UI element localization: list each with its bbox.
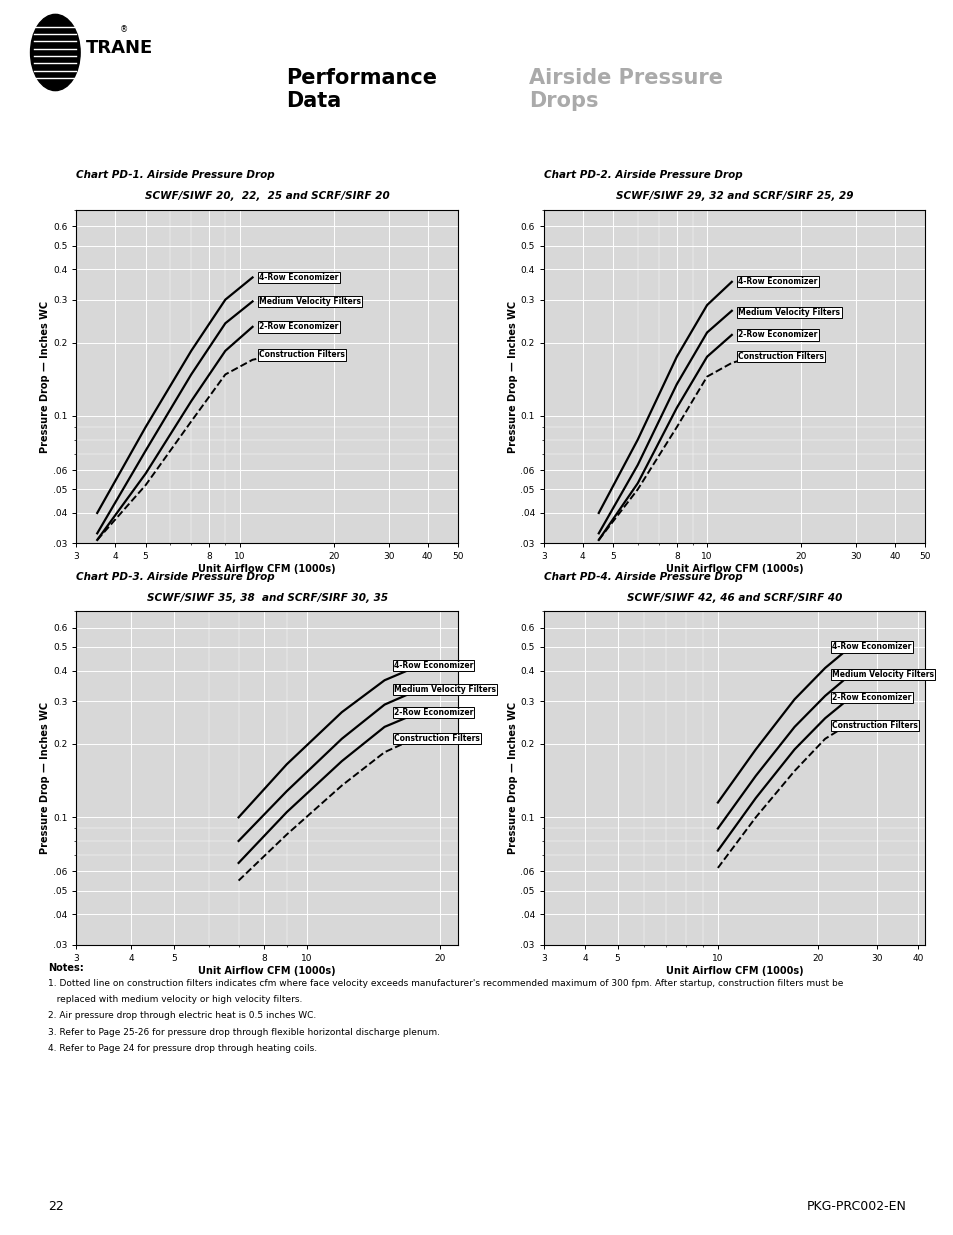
Text: SCWF/SIWF 20,  22,  25 and SCRF/SIRF 20: SCWF/SIWF 20, 22, 25 and SCRF/SIRF 20 xyxy=(145,191,389,201)
Text: SCWF/SIWF 35, 38  and SCRF/SIRF 30, 35: SCWF/SIWF 35, 38 and SCRF/SIRF 30, 35 xyxy=(147,593,387,603)
Text: 4-Row Economizer: 4-Row Economizer xyxy=(738,278,817,287)
X-axis label: Unit Airflow CFM (1000s): Unit Airflow CFM (1000s) xyxy=(198,966,335,976)
Text: TRANE: TRANE xyxy=(86,40,152,58)
X-axis label: Unit Airflow CFM (1000s): Unit Airflow CFM (1000s) xyxy=(665,966,802,976)
Y-axis label: Pressure Drop — Inches WC: Pressure Drop — Inches WC xyxy=(40,300,51,453)
Text: 2-Row Economizer: 2-Row Economizer xyxy=(259,322,338,331)
Text: Notes:: Notes: xyxy=(48,963,83,973)
Text: 2. Air pressure drop through electric heat is 0.5 inches WC.: 2. Air pressure drop through electric he… xyxy=(48,1011,315,1020)
Y-axis label: Pressure Drop — Inches WC: Pressure Drop — Inches WC xyxy=(507,701,517,855)
Text: PKG-PRC002-EN: PKG-PRC002-EN xyxy=(805,1199,905,1213)
Text: Construction Filters: Construction Filters xyxy=(394,735,479,743)
Text: 4. Refer to Page 24 for pressure drop through heating coils.: 4. Refer to Page 24 for pressure drop th… xyxy=(48,1044,316,1052)
Text: Medium Velocity Filters: Medium Velocity Filters xyxy=(394,685,496,694)
Text: Chart PD-1. Airside Pressure Drop: Chart PD-1. Airside Pressure Drop xyxy=(76,170,274,180)
Text: Construction Filters: Construction Filters xyxy=(738,352,823,361)
Text: Chart PD-3. Airside Pressure Drop: Chart PD-3. Airside Pressure Drop xyxy=(76,572,274,582)
Text: 2-Row Economizer: 2-Row Economizer xyxy=(738,331,817,340)
X-axis label: Unit Airflow CFM (1000s): Unit Airflow CFM (1000s) xyxy=(198,564,335,574)
Ellipse shape xyxy=(30,15,80,90)
X-axis label: Unit Airflow CFM (1000s): Unit Airflow CFM (1000s) xyxy=(665,564,802,574)
Text: ®: ® xyxy=(120,26,129,35)
Text: 22: 22 xyxy=(48,1199,64,1213)
Text: Medium Velocity Filters: Medium Velocity Filters xyxy=(259,296,361,306)
Y-axis label: Pressure Drop — Inches WC: Pressure Drop — Inches WC xyxy=(507,300,517,453)
Text: 1. Dotted line on construction filters indicates cfm where face velocity exceeds: 1. Dotted line on construction filters i… xyxy=(48,979,842,988)
Text: replaced with medium velocity or high velocity filters.: replaced with medium velocity or high ve… xyxy=(48,995,302,1004)
Text: Medium Velocity Filters: Medium Velocity Filters xyxy=(738,309,840,317)
Text: Airside Pressure
Drops: Airside Pressure Drops xyxy=(529,68,722,111)
Text: 4-Row Economizer: 4-Row Economizer xyxy=(259,273,338,282)
Text: Performance
Data: Performance Data xyxy=(286,68,436,111)
Text: SCWF/SIWF 42, 46 and SCRF/SIRF 40: SCWF/SIWF 42, 46 and SCRF/SIRF 40 xyxy=(626,593,841,603)
Text: Chart PD-2. Airside Pressure Drop: Chart PD-2. Airside Pressure Drop xyxy=(543,170,741,180)
Text: Chart PD-4. Airside Pressure Drop: Chart PD-4. Airside Pressure Drop xyxy=(543,572,741,582)
Text: 3. Refer to Page 25-26 for pressure drop through flexible horizontal discharge p: 3. Refer to Page 25-26 for pressure drop… xyxy=(48,1028,439,1036)
Text: SCWF/SIWF 29, 32 and SCRF/SIRF 25, 29: SCWF/SIWF 29, 32 and SCRF/SIRF 25, 29 xyxy=(616,191,852,201)
Text: 4-Row Economizer: 4-Row Economizer xyxy=(394,661,473,669)
Text: 4-Row Economizer: 4-Row Economizer xyxy=(831,642,911,651)
Text: Construction Filters: Construction Filters xyxy=(831,721,917,730)
Text: Medium Velocity Filters: Medium Velocity Filters xyxy=(831,671,933,679)
Text: 2-Row Economizer: 2-Row Economizer xyxy=(394,708,473,716)
Text: 2-Row Economizer: 2-Row Economizer xyxy=(831,693,911,701)
Y-axis label: Pressure Drop — Inches WC: Pressure Drop — Inches WC xyxy=(40,701,51,855)
Text: Construction Filters: Construction Filters xyxy=(259,351,345,359)
